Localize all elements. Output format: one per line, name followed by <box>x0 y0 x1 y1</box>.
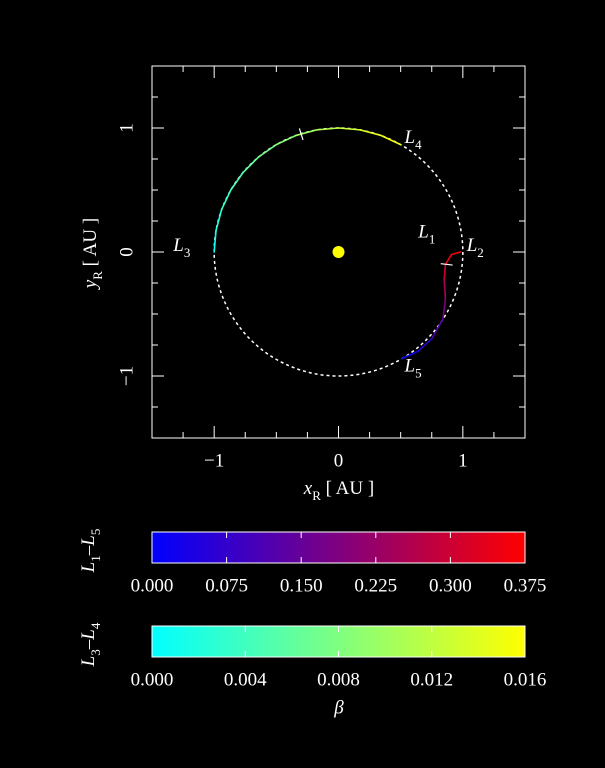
x-axis-label: xR [ AU ] <box>303 478 374 503</box>
colorbar-tick-label: 0.300 <box>429 575 472 596</box>
colorbar-tick-label: 0.150 <box>280 575 323 596</box>
label-part: 5 <box>88 529 103 536</box>
track-segment <box>242 156 260 174</box>
lagrange-label: L1 <box>417 222 435 247</box>
y-tick-label: 1 <box>116 123 137 133</box>
track-segment <box>230 171 245 191</box>
colorbar-tick-label: 0.075 <box>205 575 248 596</box>
y-tick-label: 0 <box>116 247 137 257</box>
track-segment <box>257 143 278 158</box>
colorbar <box>151 531 526 564</box>
colorbar-tick-label: 0.000 <box>131 669 174 690</box>
y-tick-label: −1 <box>116 366 137 386</box>
track-segment <box>450 251 462 256</box>
sun <box>332 246 345 258</box>
lagrange-label: L5 <box>404 356 422 381</box>
label-part: L <box>404 128 416 149</box>
label-part: y <box>80 279 101 290</box>
label-part: 4 <box>415 138 422 153</box>
track-segment <box>275 134 297 146</box>
x-tick-label: 0 <box>334 450 344 471</box>
track-segment <box>380 134 402 146</box>
track-segment <box>443 278 447 300</box>
x-tick-label: −1 <box>204 450 224 471</box>
track-segment <box>220 189 232 211</box>
label-part: 5 <box>415 366 422 381</box>
label-part: L <box>172 235 184 256</box>
colorbar-tick-label: 0.375 <box>504 575 547 596</box>
lagrange-label: L3 <box>172 235 190 260</box>
track-marker <box>440 263 453 266</box>
track-segment <box>401 350 419 360</box>
label-part: [ AU ] <box>321 478 374 499</box>
track-segment <box>213 229 217 253</box>
colorbar-tick-label: 0.016 <box>504 669 547 690</box>
track-segment <box>442 298 447 320</box>
label-part: x <box>303 478 313 499</box>
track-segment <box>443 263 447 281</box>
colorbar-tick-label: 0.008 <box>317 669 360 690</box>
label-part: 3 <box>184 246 191 261</box>
track-segment <box>316 127 340 131</box>
label-part: L <box>78 656 99 668</box>
track-marker <box>298 128 304 141</box>
colorbar-tick-label: 0.000 <box>131 575 174 596</box>
track-segment <box>337 127 361 131</box>
x-tick-label: 1 <box>458 450 468 471</box>
track-segment <box>215 208 223 232</box>
colorbar-axis-label: β <box>333 697 344 718</box>
colorbar-tick-label: 0.004 <box>224 669 267 690</box>
label-part: 1 <box>88 555 103 562</box>
track-segment <box>359 129 382 137</box>
label-part: L <box>404 356 416 377</box>
label-part: 4 <box>88 622 103 629</box>
label-part: 2 <box>477 246 484 261</box>
track-segment <box>417 337 433 353</box>
track-segment <box>295 129 318 137</box>
lagrange-label: L4 <box>404 128 423 153</box>
track-segment <box>430 318 444 340</box>
colorbar-label: L3–L4 <box>78 622 103 667</box>
label-part: R <box>90 271 105 280</box>
label-part: [ AU ] <box>80 218 101 271</box>
y-axis-label: yR [ AU ] <box>80 218 105 290</box>
lagrange-label: L2 <box>466 235 484 260</box>
label-part: R <box>312 488 321 503</box>
label-part: 3 <box>88 649 103 656</box>
colorbar-tick-label: 0.012 <box>410 669 453 690</box>
track-segment <box>444 253 453 266</box>
colorbar-label: L1–L5 <box>78 529 103 574</box>
label-part: 1 <box>429 232 436 247</box>
label-part: –L <box>78 629 99 650</box>
label-part: L <box>466 235 478 256</box>
label-part: L <box>78 562 99 574</box>
colorbar-tick-label: 0.225 <box>354 575 397 596</box>
label-part: –L <box>78 535 99 556</box>
label-part: L <box>417 222 429 243</box>
